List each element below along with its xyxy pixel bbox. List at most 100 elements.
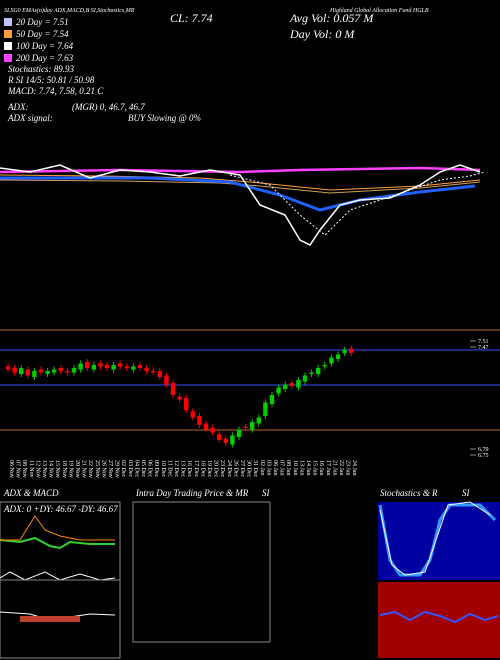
- x-tick-label: 14 Jan: [305, 460, 311, 476]
- x-tick-label: 13 Dec: [180, 460, 186, 477]
- x-tick-label: 18 Nov: [61, 460, 67, 478]
- candle-body: [157, 371, 162, 377]
- candle-body: [170, 383, 176, 395]
- ma200: 200 Day = 7.63: [16, 53, 74, 63]
- candle-body: [98, 363, 103, 367]
- candle-body: [329, 357, 334, 364]
- y-tick-label: 7.47: [478, 345, 489, 351]
- candle-body: [342, 350, 347, 353]
- x-tick-label: 08 Nov: [21, 460, 27, 478]
- ma-line: [0, 179, 481, 194]
- stoch-panel: [378, 502, 500, 580]
- x-tick-label: 24 Jan: [351, 460, 357, 476]
- candle-body: [190, 411, 195, 418]
- x-tick-label: 21 Nov: [81, 460, 87, 478]
- x-tick-label: 29 Nov: [114, 460, 120, 478]
- x-tick-label: 09 Dec: [153, 460, 159, 477]
- candle-body: [65, 371, 70, 373]
- x-tick-label: 06 Jan: [272, 460, 278, 476]
- x-tick-label: 23 Jan: [345, 460, 351, 476]
- rsi-line: [379, 610, 499, 624]
- x-tick-label: 15 Jan: [312, 460, 318, 476]
- adx: ADX:: [7, 102, 29, 112]
- x-tick-label: 11 Nov: [28, 460, 34, 478]
- x-tick-label: 24 Dec: [226, 460, 232, 477]
- adx-line: [0, 536, 115, 550]
- x-tick-label: 20 Dec: [213, 460, 219, 477]
- candle-body: [118, 363, 123, 367]
- y-tick-label: 7.51: [478, 339, 489, 345]
- adx-readout: ADX: 0 +DY: 46.67 -DY: 46.67: [3, 504, 118, 514]
- x-tick-label: 15 Nov: [54, 460, 60, 478]
- panel-title: ADX & MACD: [3, 488, 59, 498]
- candle-body: [12, 368, 17, 373]
- x-tick-label: 20 Nov: [74, 460, 80, 478]
- x-tick-label: 04 Dec: [133, 460, 139, 477]
- company: Highland Global Allocation Fund HGLB: [329, 8, 429, 14]
- candle-body: [144, 368, 149, 371]
- candle-body: [91, 365, 96, 370]
- candle-body: [52, 369, 57, 373]
- candle-body: [269, 395, 275, 404]
- x-tick-label: 27 Dec: [239, 460, 245, 477]
- x-tick-label: 18 Dec: [199, 460, 205, 477]
- adx-signal: ADX signal:: [7, 113, 53, 123]
- candle-body: [124, 366, 129, 368]
- candle-body: [302, 375, 308, 382]
- ma50: 50 Day = 7.54: [16, 29, 69, 39]
- price-line: [0, 164, 481, 246]
- day-vol: Day Vol: 0 M: [289, 27, 355, 41]
- y-tick-label: 6.79: [478, 447, 489, 453]
- x-tick-label: 27 Nov: [107, 460, 113, 478]
- x-tick-label: 07 Nov: [15, 460, 21, 478]
- candle-body: [197, 416, 202, 425]
- x-tick-label: 19 Dec: [206, 460, 212, 477]
- candle-body: [230, 435, 235, 445]
- x-tick-label: 02 Jan: [259, 460, 265, 476]
- candle-body: [217, 434, 222, 440]
- candle-body: [19, 368, 24, 374]
- x-tick-label: 22 Nov: [87, 460, 93, 478]
- x-tick-label: 03 Dec: [127, 460, 133, 477]
- x-tick-label: 06 Dec: [147, 460, 153, 477]
- candle-body: [85, 362, 90, 368]
- x-tick-label: 03 Jan: [265, 460, 271, 476]
- adx-line: [0, 571, 116, 581]
- x-tick-label: 02 Dec: [120, 460, 126, 477]
- candle-body: [137, 365, 143, 368]
- x-tick-label: 19 Nov: [67, 460, 73, 478]
- x-tick-label: 31 Dec: [252, 460, 258, 477]
- candle-body: [164, 375, 169, 385]
- candle-body: [256, 417, 261, 424]
- x-tick-label: 05 Dec: [140, 460, 146, 477]
- y-tick-label: 6.75: [478, 453, 489, 459]
- panel-title: SI: [462, 488, 471, 498]
- stoch-line: [378, 503, 497, 577]
- candle-body: [45, 371, 50, 374]
- adx-signal-value: BUY Slowing @ 0%: [128, 113, 201, 123]
- rsi-panel: [378, 582, 500, 658]
- x-tick-label: 17 Jan: [325, 460, 331, 476]
- x-tick-label: 10 Dec: [160, 460, 166, 477]
- candles: 7.517.47 6.796.75 06 Nov 07 Nov 08 Nov 11 Nov…: [5, 339, 489, 478]
- x-tick-label: 07 Jan: [279, 460, 285, 476]
- rsi: R SI 14/5: 50.81 / 50.98: [7, 75, 95, 85]
- candle-body: [236, 429, 242, 437]
- candle-body: [335, 354, 341, 359]
- top-line: SLSG0 EMAs(n)day ADX,MACD,B SI,Stochasti…: [4, 7, 135, 14]
- candle-body: [104, 365, 110, 368]
- x-tick-label: 06 Nov: [8, 460, 14, 478]
- close: CL: 7.74: [170, 11, 213, 25]
- candle-body: [276, 387, 281, 394]
- x-tick-label: 11 Dec: [166, 460, 172, 477]
- candle-body: [177, 396, 182, 400]
- candle-body: [111, 365, 116, 370]
- candle-body: [25, 369, 30, 376]
- x-tick-label: 10 Jan: [292, 460, 298, 476]
- x-tick-label: 12 Nov: [34, 460, 40, 478]
- ma-line: [0, 166, 481, 174]
- candle-body: [32, 371, 37, 377]
- legend-swatch: [4, 30, 12, 38]
